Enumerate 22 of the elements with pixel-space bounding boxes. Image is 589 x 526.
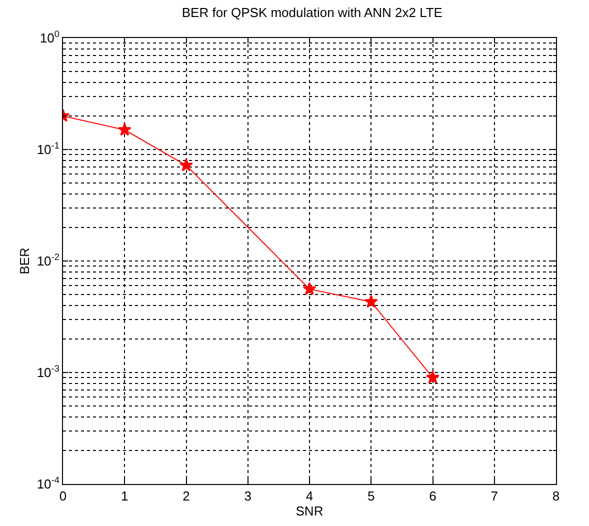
x-axis-title: SNR (296, 504, 324, 519)
chart-title: BER for QPSK modulation with ANN 2x2 LTE (182, 4, 443, 20)
y-tick-label: 10$^{-2}$ (36, 252, 60, 269)
x-tick-label: 1 (121, 488, 128, 504)
x-tick-label: 0 (59, 488, 67, 504)
point (364, 294, 378, 308)
x-tick-label: 8 (552, 488, 560, 504)
y-tick-label: 10$^{0}$ (40, 29, 60, 46)
y-tick-label: 10$^{-1}$ (36, 140, 60, 158)
x-tick-label: 7 (490, 488, 498, 504)
point (118, 122, 132, 136)
point (426, 370, 440, 384)
y-axis-title: BER (16, 248, 32, 274)
y-tick-label: 10$^{-4}$ (36, 475, 60, 492)
x-tick-label: 6 (429, 488, 436, 504)
x-tick-label: 5 (368, 488, 375, 504)
x-tick-label: 2 (182, 488, 190, 504)
point (180, 158, 193, 172)
y-tick-label: 10$^{-3}$ (36, 364, 60, 380)
point (302, 282, 316, 295)
x-tick-label: 3 (244, 488, 252, 504)
x-tick-label: 4 (306, 488, 314, 504)
